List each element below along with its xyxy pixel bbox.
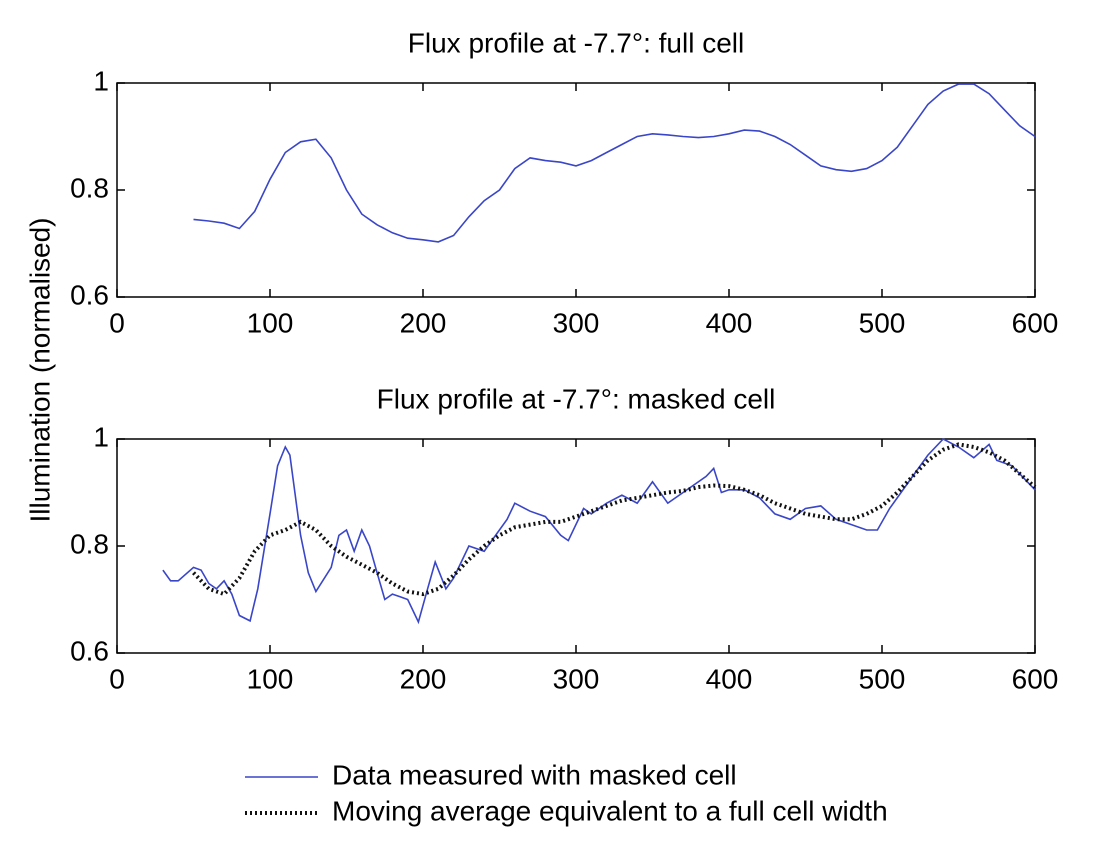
plot-area bbox=[116, 438, 1036, 654]
x-tick-label: 200 bbox=[400, 307, 447, 338]
x-tick-label: 600 bbox=[1012, 307, 1059, 338]
y-tick-label: 1 bbox=[93, 65, 109, 96]
legend-label: Data measured with masked cell bbox=[332, 759, 737, 790]
x-tick-label: 0 bbox=[109, 663, 125, 694]
x-tick-label: 100 bbox=[247, 307, 294, 338]
y-tick-label: 1 bbox=[93, 421, 109, 452]
y-tick-label: 0.6 bbox=[70, 279, 109, 310]
chart-title: Flux profile at -7.7°: masked cell bbox=[377, 383, 776, 414]
x-tick-label: 600 bbox=[1012, 663, 1059, 694]
x-tick-label: 200 bbox=[400, 663, 447, 694]
data-line bbox=[193, 83, 1036, 243]
y-tick-label: 0.8 bbox=[70, 172, 109, 203]
plot-area bbox=[116, 82, 1036, 298]
x-tick-label: 0 bbox=[109, 307, 125, 338]
y-tick-label: 0.6 bbox=[70, 635, 109, 666]
legend-label: Moving average equivalent to a full cell… bbox=[332, 795, 888, 826]
x-tick-label: 300 bbox=[553, 307, 600, 338]
data-line bbox=[162, 438, 1036, 625]
y-tick-label: 0.8 bbox=[70, 528, 109, 559]
x-tick-label: 100 bbox=[247, 663, 294, 694]
x-tick-label: 400 bbox=[706, 307, 753, 338]
x-tick-label: 300 bbox=[553, 663, 600, 694]
y-axis-label: Illumination (normalised) bbox=[24, 217, 55, 522]
chart-title: Flux profile at -7.7°: full cell bbox=[408, 27, 744, 58]
x-tick-label: 500 bbox=[859, 307, 906, 338]
x-tick-label: 500 bbox=[859, 663, 906, 694]
x-tick-label: 400 bbox=[706, 663, 753, 694]
